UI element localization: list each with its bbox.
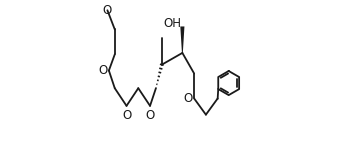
Text: O: O [145,109,155,122]
Text: O: O [122,109,131,122]
Text: OH: OH [163,17,181,30]
Text: O: O [102,4,111,17]
Polygon shape [180,26,184,53]
Text: O: O [184,92,193,105]
Text: O: O [98,64,107,77]
